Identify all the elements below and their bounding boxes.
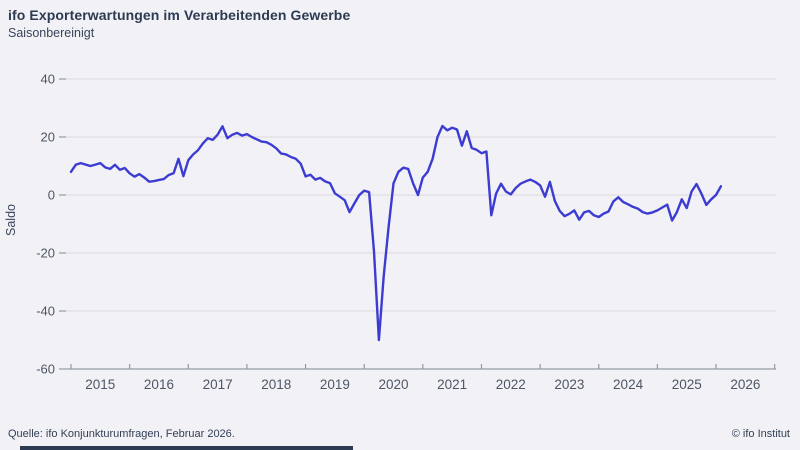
x-tick-label-2025: 2025 bbox=[672, 377, 702, 392]
copyright-note: © ifo Institut bbox=[731, 428, 790, 440]
series-line-exporterwartungen bbox=[69, 124, 723, 342]
x-tick-label-2021: 2021 bbox=[437, 377, 467, 392]
y-tick-label-20: 20 bbox=[41, 130, 55, 145]
x-tick-label-2020: 2020 bbox=[378, 377, 408, 392]
x-tick-label-2022: 2022 bbox=[496, 377, 526, 392]
x-tick-label-2023: 2023 bbox=[554, 377, 584, 392]
chart-subtitle: Saisonbereinigt bbox=[8, 26, 95, 40]
chart-title: ifo Exporterwartungen im Verarbeitenden … bbox=[8, 7, 351, 23]
bottom-accent-bar bbox=[20, 446, 353, 450]
x-tick-label-2024: 2024 bbox=[613, 377, 644, 392]
x-tick-label-2017: 2017 bbox=[203, 377, 233, 392]
y-tick-label--20: -20 bbox=[36, 246, 55, 261]
x-tick-label-2016: 2016 bbox=[144, 377, 174, 392]
y-tick-label-0: 0 bbox=[48, 188, 55, 203]
x-tick-label-2018: 2018 bbox=[261, 377, 291, 392]
y-tick-label--40: -40 bbox=[36, 304, 55, 319]
x-tick-label-2026: 2026 bbox=[730, 377, 760, 392]
x-tick-label-2015: 2015 bbox=[85, 377, 115, 392]
y-tick-label--60: -60 bbox=[36, 362, 55, 377]
x-tick-label-2019: 2019 bbox=[320, 377, 350, 392]
y-tick-label-40: 40 bbox=[41, 72, 55, 87]
source-note: Quelle: ifo Konjunkturumfragen, Februar … bbox=[8, 428, 235, 440]
